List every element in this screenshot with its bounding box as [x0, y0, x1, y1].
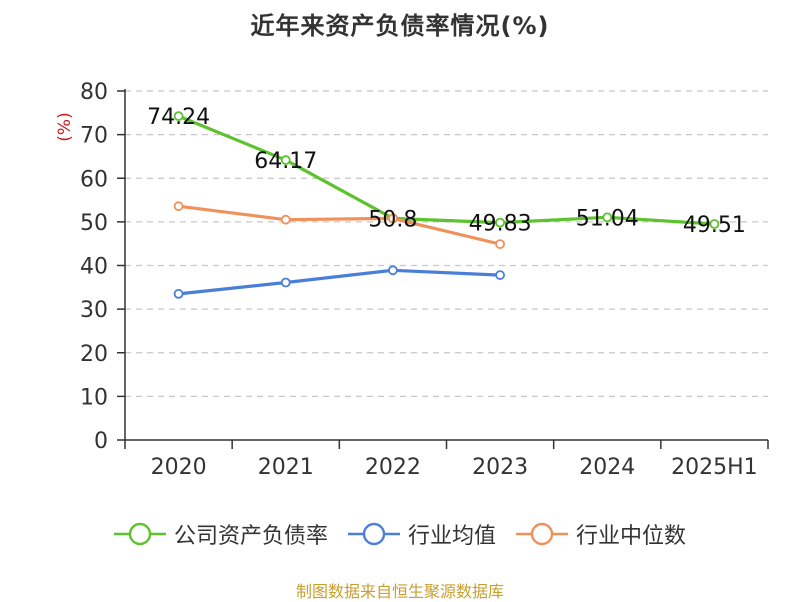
data-label: 49.83 [469, 212, 532, 237]
data-label: 64.17 [254, 149, 317, 174]
series-line-3 [178, 204, 501, 246]
data-point [495, 270, 505, 280]
data-label: 74.24 [147, 105, 210, 130]
x-tick-label: 2023 [472, 455, 528, 480]
data-label: 51.04 [576, 206, 639, 231]
legend-label: 公司资产负债率 [173, 524, 328, 549]
data-point [280, 214, 291, 225]
x-tick-label: 2020 [151, 455, 207, 480]
legend-item-3[interactable]: 行业中位数 [516, 518, 686, 550]
data-label: 50.8 [368, 207, 417, 232]
data-label-layer: 74.24 64.17 50.8 49.83 51.04 49.51 [147, 105, 746, 238]
data-point [280, 277, 291, 288]
data-point [602, 212, 613, 223]
data-point [495, 217, 505, 228]
x-tick-label: 2022 [365, 455, 421, 480]
y-tick-label: 40 [80, 255, 108, 280]
legend-marker-icon [347, 522, 400, 546]
x-tick-label: 2025H1 [671, 455, 758, 480]
x-tick-label: 2021 [258, 455, 314, 480]
legend-label: 行业中位数 [576, 524, 687, 549]
legend-marker-circle [128, 522, 152, 546]
y-tick-label: 80 [80, 80, 108, 105]
legend-item-1[interactable]: 公司资产负债率 [113, 518, 328, 550]
data-point [173, 201, 184, 212]
legend-marker-circle [362, 522, 386, 546]
y-tick-label: 70 [80, 124, 108, 149]
data-point [495, 239, 505, 250]
axis-layer: 0 10 20 30 40 50 60 70 80 2020 2021 2022 2023 2024 202… [55, 80, 769, 480]
y-tick-label: 30 [80, 298, 108, 323]
series-line-1 [177, 114, 715, 226]
legend-label: 行业均值 [407, 524, 496, 549]
legend-marker-icon [113, 522, 166, 546]
legend-marker-icon [516, 522, 568, 546]
y-tick-label: 50 [80, 211, 108, 236]
data-point [280, 155, 291, 165]
series-layer [173, 111, 720, 299]
grid-layer [125, 90, 768, 397]
data-point [388, 213, 398, 224]
chart-legend: 公司资产负债率 行业均值 行业中位数 [0, 518, 800, 550]
y-axis-title: (%) [55, 112, 75, 141]
y-tick-label: 60 [80, 167, 108, 192]
data-label: 49.51 [683, 213, 746, 238]
data-point [173, 288, 184, 299]
legend-item-2[interactable]: 行业均值 [347, 518, 496, 550]
y-tick-label: 0 [94, 429, 108, 454]
y-tick-label: 10 [80, 385, 108, 410]
x-tick-label: 2024 [579, 455, 635, 480]
data-source-note: 制图数据来自恒生聚源数据库 [295, 582, 504, 601]
legend-marker-circle [530, 522, 554, 546]
chart-title: 近年来资产负债率情况(%) [250, 12, 550, 40]
series-line-2 [178, 268, 501, 296]
data-point [709, 219, 720, 229]
y-tick-label: 20 [80, 342, 108, 367]
data-point [388, 265, 398, 276]
data-point [173, 111, 184, 122]
